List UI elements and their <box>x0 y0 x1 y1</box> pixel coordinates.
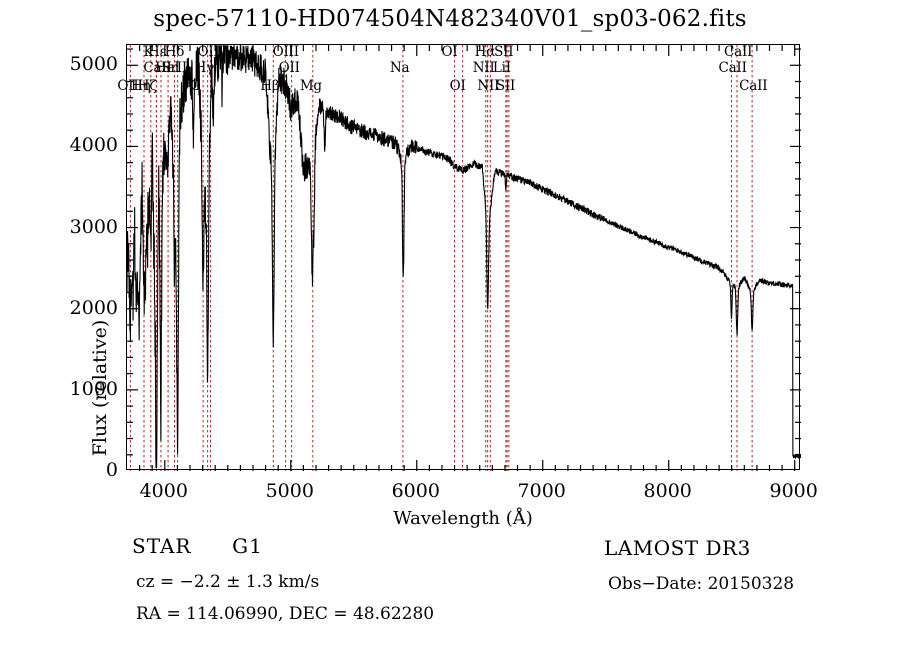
cz-value: cz = −2.2 ± 1.3 km/s <box>136 572 320 592</box>
spectral-line-label: SII <box>494 44 514 60</box>
spectral-line-label: OIII <box>272 44 299 60</box>
y-tick-label: 5000 <box>69 53 118 76</box>
spectral-line-label: Hγ <box>194 60 215 76</box>
spectral-line-label: OII <box>117 78 139 94</box>
spectral-line-label: Hδ <box>164 44 185 60</box>
x-tick-label: 4000 <box>139 480 188 502</box>
y-tick-label: 0 <box>105 459 118 481</box>
spectral-line-label: Mg <box>299 78 322 94</box>
x-tick-label: 6000 <box>391 480 440 502</box>
y-axis-title: Flux (relative) <box>89 319 111 457</box>
spectrum-canvas <box>127 45 801 471</box>
spectral-line-label: CaII <box>724 44 753 60</box>
spectral-line-label: Hα <box>474 44 496 60</box>
x-axis-title: Wavelength (Å) <box>393 508 533 529</box>
object-type-line: STAR G1 <box>132 534 263 558</box>
spectral-line-label: OIII <box>197 44 224 60</box>
survey-name: LAMOST DR3 <box>604 536 751 560</box>
spectral-line-label: Hβ <box>260 78 280 94</box>
spectral-line-label: CaII <box>143 60 172 76</box>
plot-area <box>126 44 801 471</box>
spectral-line-label: OI <box>441 44 458 60</box>
spectral-line-label: OI <box>449 78 466 94</box>
spectral-line-label: Hε <box>148 44 167 60</box>
spectral-line-label: Na <box>389 60 410 76</box>
x-tick-label: 9000 <box>769 480 818 502</box>
axis-tick-group <box>127 45 801 471</box>
spectral-line-label: LiI <box>492 60 511 76</box>
spectral-class: G1 <box>232 534 263 558</box>
spectral-line-label: G <box>190 78 201 94</box>
spectral-line-label: HeI <box>155 60 180 76</box>
y-tick-label: 3000 <box>69 215 118 238</box>
spectral-line-label: CaII <box>739 78 768 94</box>
line-marker-group <box>129 45 753 471</box>
spectral-line-label: OII <box>278 60 300 76</box>
x-tick-label: 5000 <box>265 480 314 502</box>
x-tick-label: 7000 <box>517 480 566 502</box>
spectral-line-label: SrII <box>161 60 188 76</box>
spectral-line-label: NII <box>472 60 495 76</box>
page-title: spec-57110-HD074504N482340V01_sp03-062.f… <box>153 6 747 32</box>
object-type: STAR <box>132 534 192 558</box>
spectral-line-label: NII <box>477 78 500 94</box>
spectral-line-label: SII <box>495 78 516 94</box>
obs-date: Obs−Date: 20150328 <box>608 574 795 594</box>
x-tick-label: 8000 <box>643 480 692 502</box>
y-tick-label: 4000 <box>69 134 118 157</box>
y-tick-label: 1000 <box>69 377 118 400</box>
spectral-line-label: Hζ <box>137 78 157 94</box>
spectral-line-label: K <box>143 44 154 60</box>
y-tick-label: 2000 <box>69 296 118 319</box>
spectral-line-label: CaII <box>718 60 747 76</box>
ra-dec-value: RA = 114.06990, DEC = 48.62280 <box>136 604 435 624</box>
spectral-line-label: Hη <box>131 78 151 94</box>
spectrum-trace <box>127 45 801 469</box>
